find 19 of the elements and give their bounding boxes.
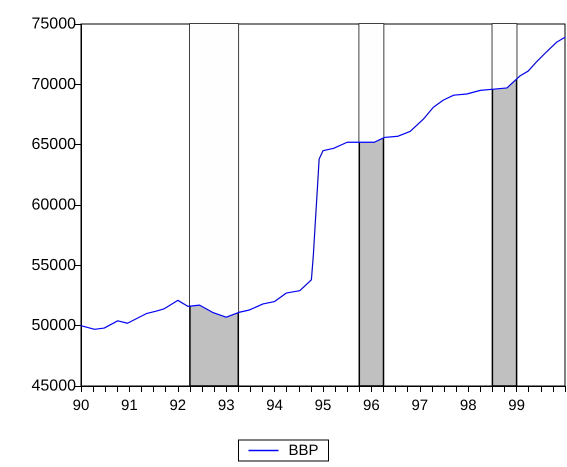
y-tick-label: 55000: [32, 256, 76, 274]
x-tick-label: 96: [363, 397, 380, 414]
y-tick-label: 65000: [32, 136, 76, 154]
y-tick-label: 45000: [32, 378, 76, 394]
x-tick-label: 93: [218, 397, 235, 414]
y-tick-label: 50000: [32, 317, 76, 334]
y-tick-label: 70000: [32, 76, 76, 93]
x-tick-label: 99: [508, 397, 525, 414]
y-tick-label: 75000: [32, 16, 76, 32]
x-tick-label: 94: [266, 397, 283, 414]
x-tick-label: 95: [314, 397, 332, 414]
x-tick-label: 91: [121, 397, 138, 414]
x-tick-label: 98: [460, 397, 477, 414]
line-series: [80, 36, 566, 330]
legend-label: BBP: [288, 442, 319, 459]
x-tick-label: 92: [169, 397, 186, 414]
x-tick-label: 90: [72, 397, 90, 414]
x-tick-label: 97: [411, 397, 428, 414]
y-tick-label: 60000: [32, 196, 76, 214]
